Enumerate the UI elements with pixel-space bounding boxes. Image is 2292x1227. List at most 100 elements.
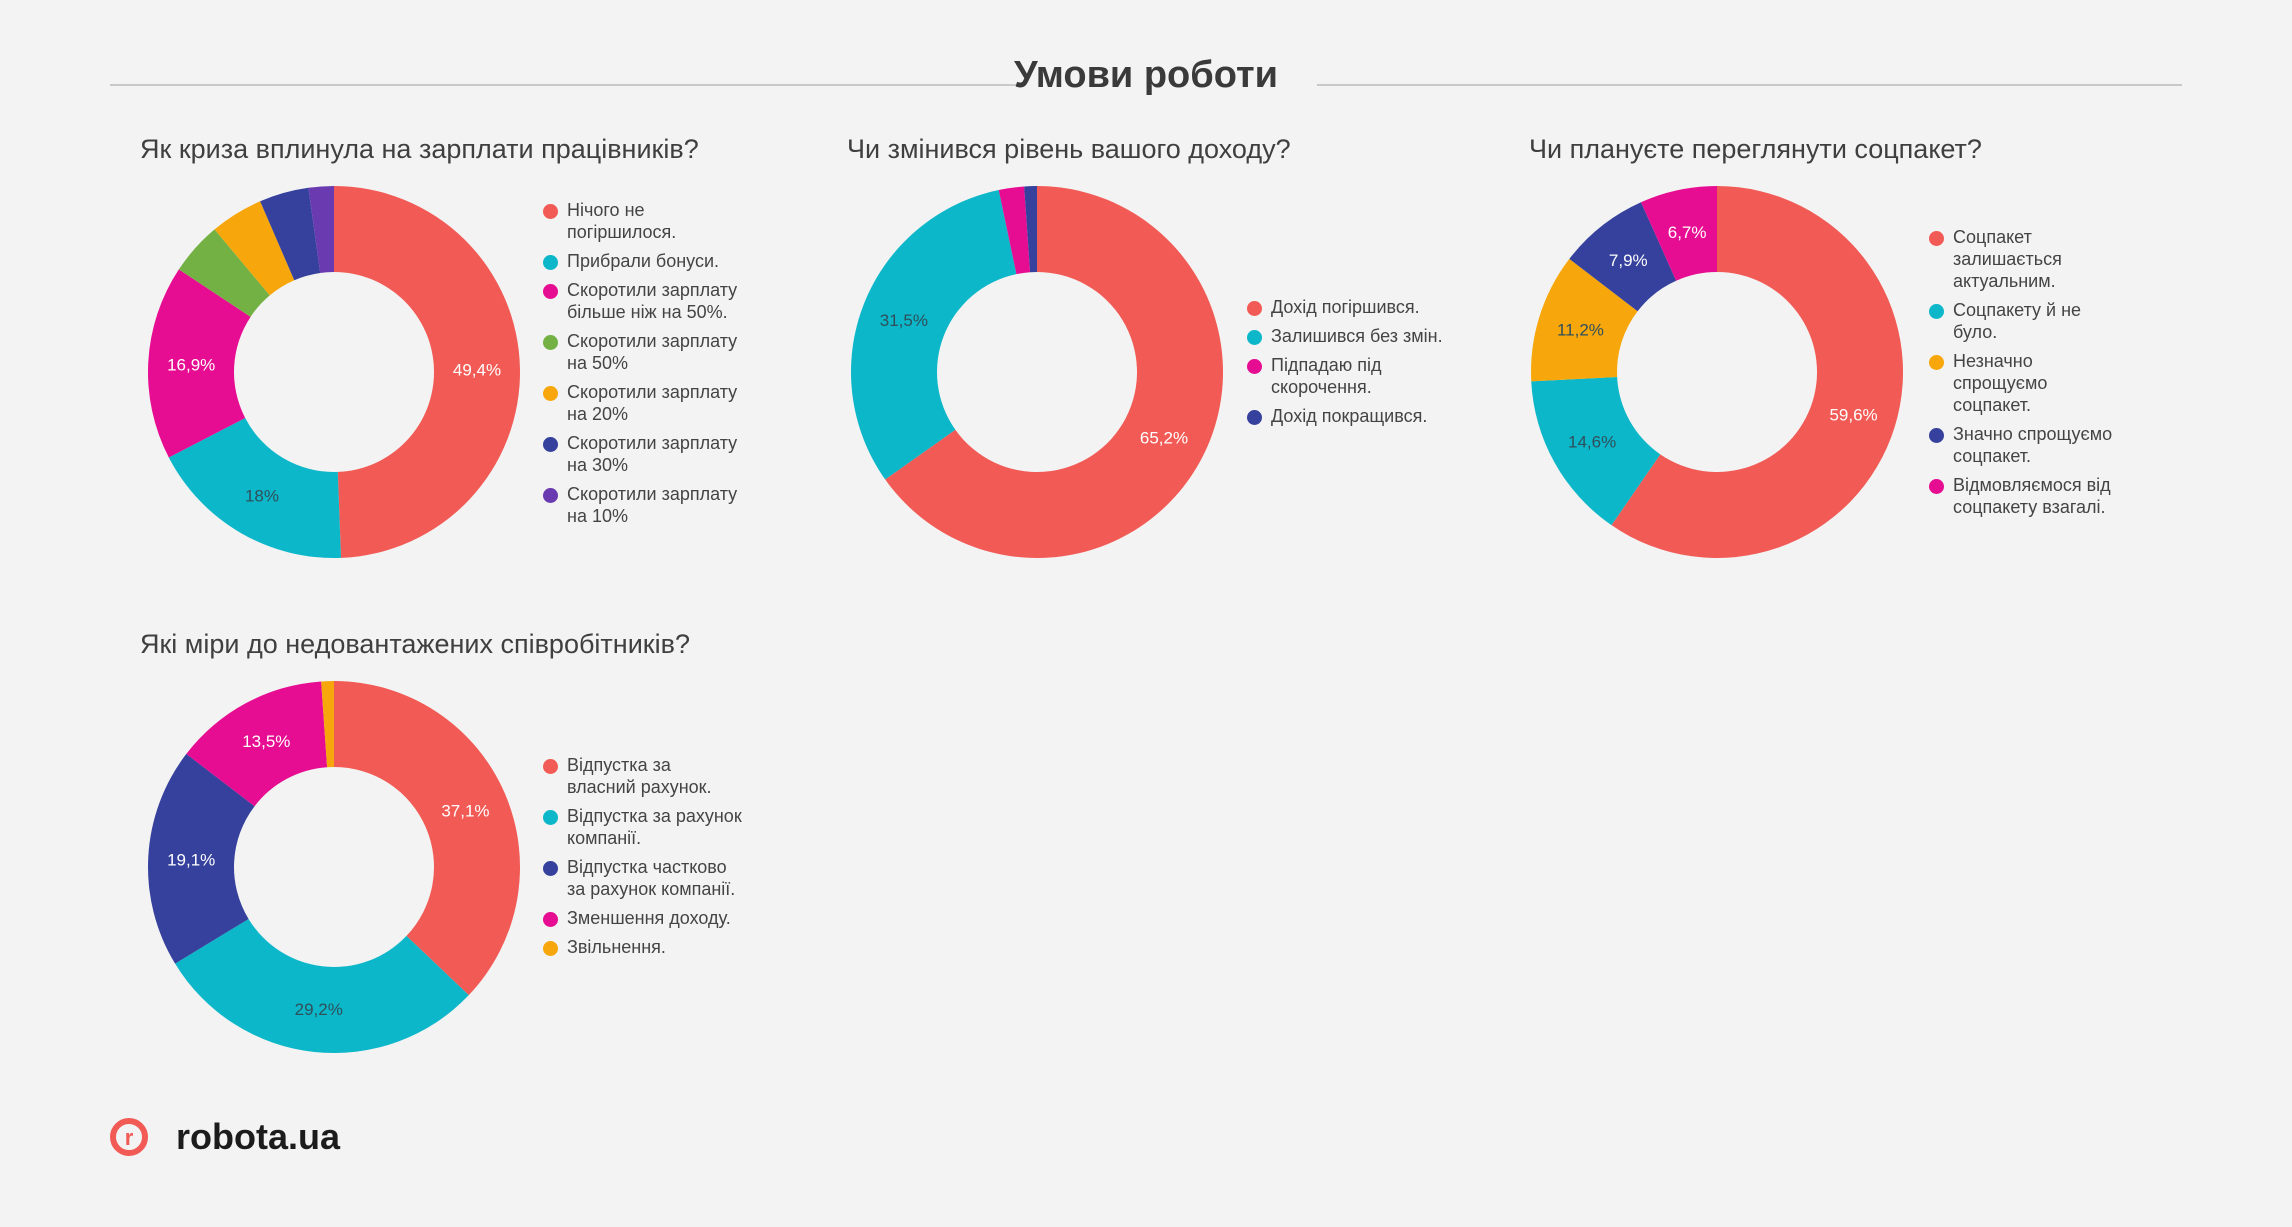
slice-value-label: 65,2% — [1140, 429, 1188, 448]
donut-slice — [1024, 186, 1037, 273]
donut-slice — [321, 681, 334, 768]
donut-slice — [1640, 186, 1717, 281]
legend-label: Відпустка за власний рахунок. — [567, 755, 712, 797]
legend-item: Відпустка частково за рахунок компанії. — [543, 856, 743, 900]
legend-label: Скоротили зарплату більше ніж на 50%. — [567, 280, 738, 322]
legend-label: Відмовляємося від соцпакету взагалі. — [1953, 475, 2111, 517]
legend-item: Дохід погіршився. — [1247, 296, 1447, 318]
legend-swatch-icon — [543, 759, 558, 774]
legend-item: Дохід покращився. — [1247, 405, 1447, 427]
donut-slice — [260, 187, 321, 281]
legend-item: Скоротили зарплату на 10% — [543, 483, 743, 527]
slice-value-label: 18% — [245, 487, 279, 506]
legend-item: Прибрали бонуси. — [543, 250, 743, 272]
donut-slice — [308, 186, 334, 273]
chart-legend-benefits: Соцпакет залишається актуальним. Соцпакет… — [1929, 226, 2129, 525]
legend-swatch-icon — [543, 912, 558, 927]
donut-slice — [147, 269, 251, 458]
legend-swatch-icon — [543, 810, 558, 825]
slice-value-label: 16,9% — [167, 355, 215, 374]
legend-swatch-icon — [1247, 330, 1262, 345]
chart-panel-salary: Як криза вплинула на зарплати працівникі… — [140, 134, 840, 574]
legend-item: Скоротили зарплату на 30% — [543, 432, 743, 476]
legend-item: Відпустка за власний рахунок. — [543, 754, 743, 798]
chart-legend-underloaded: Відпустка за власний рахунок. Відпустка з… — [543, 754, 743, 965]
legend-swatch-icon — [1929, 231, 1944, 246]
chart-title: Чи змінився рівень вашого доходу? — [847, 134, 1291, 164]
legend-swatch-icon — [543, 204, 558, 219]
slice-value-label: 13,5% — [242, 732, 290, 751]
legend-swatch-icon — [543, 488, 558, 503]
legend-swatch-icon — [543, 335, 558, 350]
chart-legend-income: Дохід погіршився. Залишився без змін. Підп… — [1247, 296, 1447, 434]
donut-slice — [147, 753, 255, 964]
donut-slice — [1531, 377, 1661, 526]
legend-label: Скоротили зарплату на 30% — [567, 433, 738, 475]
legend-label: Звільнення. — [567, 937, 666, 957]
slice-value-label: 6,7% — [1668, 223, 1707, 242]
page-title: Умови роботи — [1014, 54, 1278, 96]
legend-label: Дохід покращився. — [1271, 406, 1428, 426]
legend-label: Нічого не погіршилося. — [567, 200, 677, 242]
chart-legend-salary: Нічого не погіршилося. Прибрали бонуси. Ск… — [543, 199, 743, 534]
legend-item: Незначно спрощуємо соцпакет. — [1929, 350, 2129, 416]
legend-item: Звільнення. — [543, 936, 743, 958]
legend-label: Скоротили зарплату на 50% — [567, 331, 738, 373]
legend-label: Залишився без змін. — [1271, 326, 1443, 346]
donut-slice — [334, 186, 521, 558]
legend-swatch-icon — [1247, 301, 1262, 316]
slice-value-label: 29,2% — [295, 1000, 343, 1019]
slice-value-label: 31,5% — [880, 311, 928, 330]
legend-label: Соцпакету й не було. — [1953, 300, 2082, 342]
legend-label: Дохід погіршився. — [1271, 297, 1420, 317]
header-rule-right — [1317, 84, 2182, 86]
page-header: Умови роботи — [110, 50, 2182, 106]
legend-swatch-icon — [543, 386, 558, 401]
chart-title: Чи плануєте переглянути соцпакет? — [1529, 134, 1982, 164]
legend-label: Незначно спрощуємо соцпакет. — [1953, 351, 2048, 415]
legend-swatch-icon — [1929, 304, 1944, 319]
legend-swatch-icon — [543, 941, 558, 956]
logo-letter: r — [124, 1125, 134, 1150]
donut-slice — [1569, 202, 1677, 312]
donut-slice — [175, 918, 469, 1053]
legend-item: Відмовляємося від соцпакету взагалі. — [1929, 474, 2129, 518]
legend-item: Підпадаю під скорочення. — [1247, 354, 1447, 398]
legend-label: Скоротили зарплату на 10% — [567, 484, 738, 526]
legend-label: Значно спрощуємо соцпакет. — [1953, 424, 2113, 466]
donut-chart-underloaded: 37,1% 29,2% 19,1% 13,5% — [147, 681, 520, 1053]
donut-slice — [178, 229, 270, 317]
logo-text: robota.ua — [176, 1116, 341, 1157]
legend-item: Скоротили зарплату на 50% — [543, 330, 743, 374]
legend-item: Зменшення доходу. — [543, 907, 743, 929]
donut-slice — [851, 189, 1017, 480]
legend-item: Соцпакету й не було. — [1929, 299, 2129, 343]
logo-mark-icon: r — [110, 1118, 148, 1156]
legend-item: Нічого не погіршилося. — [543, 199, 743, 243]
donut-slice — [168, 417, 342, 558]
slice-value-label: 49,4% — [453, 360, 501, 379]
donut-slice — [885, 186, 1223, 558]
donut-chart-salary: 49,4% 18% 16,9% — [147, 186, 521, 558]
legend-label: Підпадаю під скорочення. — [1271, 355, 1382, 397]
chart-panel-income: Чи змінився рівень вашого доходу? 65,2% 3… — [847, 134, 1547, 574]
legend-item: Соцпакет залишається актуальним. — [1929, 226, 2129, 292]
legend-label: Відпустка за рахунок компанії. — [567, 806, 742, 848]
legend-swatch-icon — [1929, 479, 1944, 494]
donut-chart-income: 65,2% 31,5% — [851, 186, 1223, 558]
slice-value-label: 14,6% — [1568, 433, 1616, 452]
legend-swatch-icon — [543, 284, 558, 299]
donut-slice — [214, 201, 295, 296]
legend-label: Зменшення доходу. — [567, 908, 731, 928]
chart-title: Як криза вплинула на зарплати працівникі… — [140, 134, 699, 164]
donut-slice — [1531, 258, 1638, 382]
header-rule-left — [110, 84, 1020, 86]
donut-chart-benefits: 59,6% 14,6% 11,2% 7,9% 6,7% — [1531, 186, 1903, 558]
donut-slice — [998, 186, 1031, 275]
legend-swatch-icon — [543, 861, 558, 876]
legend-item: Значно спрощуємо соцпакет. — [1929, 423, 2129, 467]
legend-item: Скоротили зарплату більше ніж на 50%. — [543, 279, 743, 323]
donut-slice — [1611, 186, 1903, 558]
chart-panel-underloaded: Які міри до недовантажених співробітникі… — [140, 629, 840, 1069]
slice-value-label: 19,1% — [167, 850, 215, 869]
